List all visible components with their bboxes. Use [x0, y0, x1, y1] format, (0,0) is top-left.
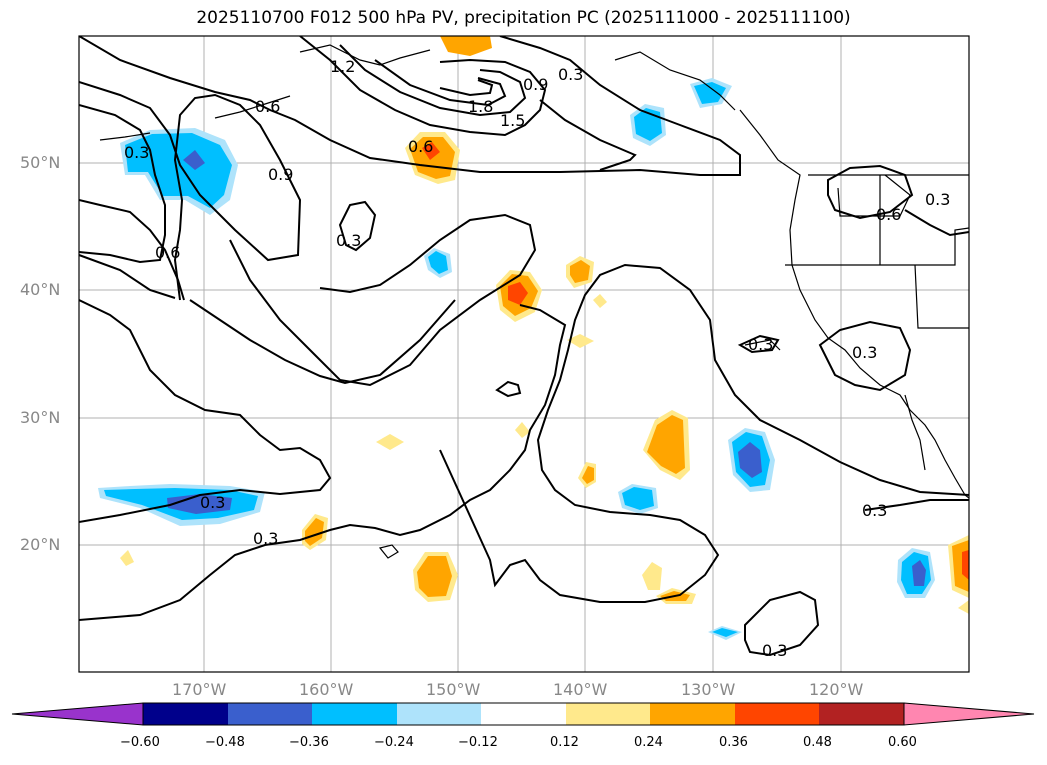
contour-label: 0.3 [762, 641, 787, 660]
map-frame [78, 35, 970, 673]
colorbar-segment [143, 703, 228, 725]
colorbar-tick: −0.12 [458, 735, 498, 750]
lon-label: 140°W [553, 680, 608, 699]
contour-label: 0.3 [124, 143, 149, 162]
lat-label: 40°N [20, 280, 61, 299]
colorbar-tick: −0.24 [374, 735, 414, 750]
colorbar-tick: −0.36 [289, 735, 329, 750]
contour-label: 0.6 [255, 97, 280, 116]
contour-label: 1.8 [468, 97, 493, 116]
contour-label: 0.6 [155, 243, 180, 262]
lon-label: 120°W [809, 680, 864, 699]
contour-label: 0.3 [852, 343, 877, 362]
lat-label: 50°N [20, 153, 61, 172]
contour-label: 1.5 [500, 111, 525, 130]
colorbar-segment [481, 703, 566, 725]
contour-label-group: 0.3 0.3 0.3 0.3 0.3 0.3 0.3 0.3 0.3 0.3 … [124, 57, 950, 660]
colorbar-tick: 0.12 [550, 735, 579, 750]
colorbar-segment [650, 703, 735, 725]
contour-label: 0.3 [336, 231, 361, 250]
colorbar-tick: −0.48 [205, 735, 245, 750]
contour-label: 0.3 [748, 335, 773, 354]
colorbar-segment [312, 703, 397, 725]
colorbar [11, 702, 1035, 726]
colorbar-segment [228, 703, 312, 725]
colorbar-tick: 0.48 [803, 735, 832, 750]
coastlines [99, 44, 969, 559]
colorbar-segment [735, 703, 819, 725]
contour-label: 0.3 [200, 493, 225, 512]
contour-label: 0.9 [268, 165, 293, 184]
contour-label: 1.2 [330, 57, 355, 76]
lat-label: 30°N [20, 408, 61, 427]
colorbar-tick: 0.36 [719, 735, 748, 750]
gridlines [79, 36, 969, 672]
map-title: 2025110700 F012 500 hPa PV, precipitatio… [196, 8, 851, 28]
lon-label: 130°W [681, 680, 736, 699]
colorbar-frame [142, 702, 905, 726]
lon-label: 150°W [426, 680, 481, 699]
contour-label: 0.6 [876, 205, 901, 224]
colorbar-tick: −0.60 [120, 735, 160, 750]
pv-contours [79, 36, 969, 657]
contour-label: 0.6 [408, 137, 433, 156]
contour-label: 0.3 [862, 501, 887, 520]
colorbar-segment [397, 703, 481, 725]
contour-label: 0.3 [925, 190, 950, 209]
colorbar-low-extension [11, 702, 144, 726]
contour-label: 0.3 [253, 529, 278, 548]
lon-label: 170°W [172, 680, 227, 699]
colorbar-high-extension [903, 702, 1035, 726]
colorbar-tick: 0.60 [888, 735, 917, 750]
contour-label: 0.9 [523, 75, 548, 94]
colorbar-segment [819, 703, 904, 725]
contour-label: 0.3 [558, 65, 583, 84]
colorbar-tick: 0.24 [634, 735, 663, 750]
precipitation-shading [98, 36, 969, 640]
lon-label: 160°W [299, 680, 354, 699]
lat-label: 20°N [20, 535, 61, 554]
colorbar-segment [566, 703, 650, 725]
